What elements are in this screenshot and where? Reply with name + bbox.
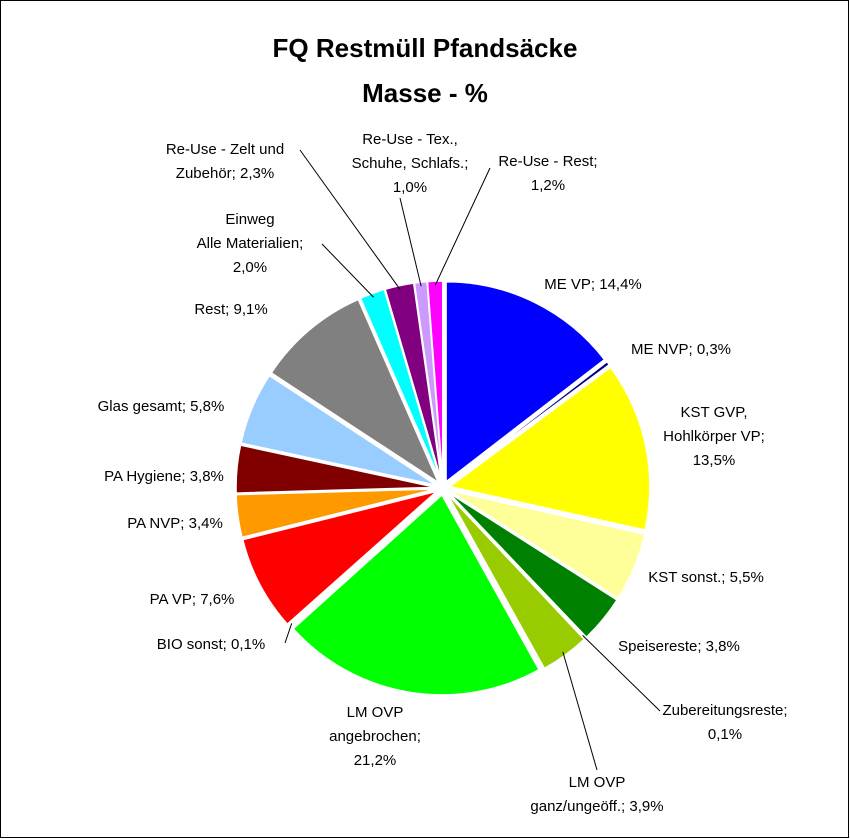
slice-label: KST GVP,	[681, 404, 748, 421]
slice-label: Speisereste; 3,8%	[618, 638, 740, 655]
chart-title: Masse - %	[362, 78, 488, 108]
pie-slice	[235, 488, 437, 539]
pie-slice	[426, 280, 444, 482]
slice-label: Schuhe, Schlafs.;	[352, 155, 469, 172]
pie-slice	[240, 374, 437, 487]
slice-label: BIO sonst; 0,1%	[157, 636, 265, 653]
slice-label: Hohlkörper VP;	[663, 428, 765, 445]
pie-slice	[448, 366, 651, 531]
slice-label: Re-Use - Zelt und	[166, 141, 284, 158]
slice-label: Einweg	[225, 211, 274, 228]
slice-label: ME NVP; 0,3%	[631, 341, 731, 358]
slice-label: 13,5%	[693, 452, 736, 469]
slice-label: 0,1%	[708, 726, 742, 743]
pie-slice	[449, 489, 646, 600]
pie-slice	[287, 492, 439, 628]
leader-line	[321, 243, 374, 298]
leader-line	[562, 651, 598, 771]
leader-line	[399, 197, 422, 287]
pie-slice	[292, 493, 541, 696]
pie-slice	[448, 360, 611, 485]
slice-label: PA VP; 7,6%	[150, 591, 235, 608]
slice-label: LM OVP	[569, 774, 626, 791]
slice-label: ME VP; 14,4%	[544, 276, 642, 293]
pie-slice	[446, 493, 586, 670]
pie-slice	[241, 490, 438, 626]
slice-label: Alle Materialien;	[197, 235, 304, 252]
leader-line	[299, 149, 401, 290]
pie-slice	[447, 491, 619, 639]
slice-label: 1,0%	[393, 179, 427, 196]
slice-label: Glas gesamt; 5,8%	[98, 398, 225, 415]
slice-label: 2,0%	[233, 259, 267, 276]
pie-slice	[235, 444, 437, 494]
pie-slice	[445, 280, 606, 484]
leader-line	[284, 623, 293, 644]
pie-slice	[270, 298, 441, 485]
slice-label: LM OVP	[347, 704, 404, 721]
slice-label: angebrochen;	[329, 728, 421, 745]
leader-line	[582, 635, 661, 712]
slice-label: KST sonst.; 5,5%	[648, 569, 764, 586]
pie-slice	[359, 288, 442, 482]
slice-label: Re-Use - Tex.,	[362, 131, 458, 148]
slice-label: ganz/ungeöff.; 3,9%	[530, 798, 663, 815]
slice-label: 1,2%	[531, 177, 565, 194]
leader-line	[434, 167, 491, 286]
slice-label: Rest; 9,1%	[194, 301, 267, 318]
slice-label: Zubehör; 2,3%	[176, 165, 274, 182]
slice-label: Re-Use - Rest;	[498, 153, 597, 170]
slice-label: PA Hygiene; 3,8%	[104, 468, 224, 485]
slice-label: 21,2%	[354, 752, 397, 769]
slice-label: PA NVP; 3,4%	[127, 515, 223, 532]
chart-title: FQ Restmüll Pfandsäcke	[273, 33, 578, 63]
slice-label: Zubereitungsreste;	[662, 702, 787, 719]
